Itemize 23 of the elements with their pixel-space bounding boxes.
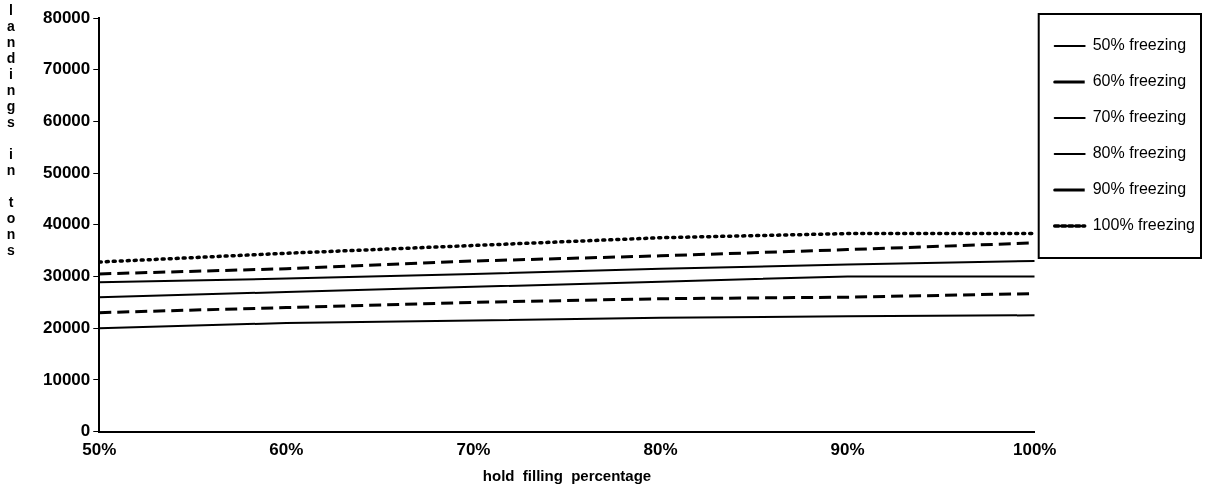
y-tick-label: 60000	[42, 111, 91, 131]
x-tick-label: 70%	[456, 440, 491, 460]
x-tick-label: 90%	[830, 440, 865, 460]
y-tick-label: 20000	[42, 317, 91, 337]
y-tick-label: 0	[80, 421, 91, 441]
x-tick-label: 80%	[643, 440, 678, 460]
x-tick-label: 50%	[82, 440, 117, 460]
legend-label: 60% freezing	[1092, 72, 1187, 90]
legend-label: 50% freezing	[1092, 36, 1187, 54]
legend-label: 100% freezing	[1092, 216, 1196, 234]
legend-label: 80% freezing	[1092, 144, 1187, 162]
x-tick-label: 60%	[269, 440, 304, 460]
y-tick-label: 50000	[42, 162, 91, 182]
legend-label: 70% freezing	[1092, 108, 1187, 126]
y-tick-label: 10000	[42, 369, 91, 389]
x-tick-label: 100%	[1012, 440, 1057, 460]
y-axis-title: landings in tons	[3, 2, 19, 258]
y-tick-label: 40000	[42, 214, 91, 234]
x-axis-title: hold filling percentage	[482, 467, 652, 485]
y-tick-label: 30000	[42, 266, 91, 286]
y-tick-label: 80000	[42, 7, 91, 27]
legend-label: 90% freezing	[1092, 180, 1187, 198]
y-tick-label: 70000	[42, 59, 91, 79]
